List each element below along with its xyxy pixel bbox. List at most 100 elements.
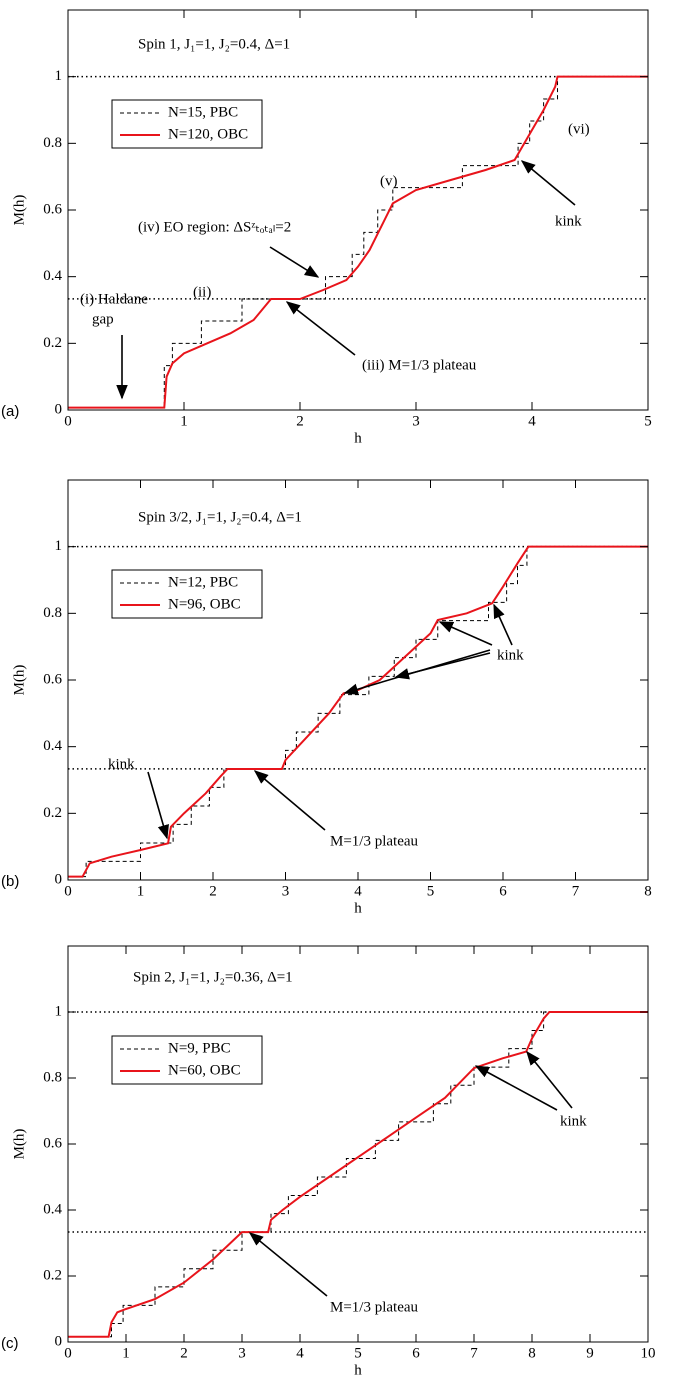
arrow: [248, 1232, 328, 1297]
x-tick-label: 2: [180, 1345, 188, 1361]
x-axis-label: h: [354, 1362, 362, 1378]
x-tick-label: 7: [470, 1345, 478, 1361]
legend-label: N=12, PBC: [168, 574, 238, 590]
y-tick-label: 0: [55, 1333, 63, 1349]
x-tick-label: 5: [354, 1345, 362, 1361]
plot-frame: [67, 9, 649, 411]
legend-label: N=60, OBC: [168, 1062, 241, 1078]
annotation: (iii) M=1/3 plateau: [362, 357, 477, 373]
x-tick-label: 5: [644, 413, 652, 429]
y-axis-label: M(h): [11, 195, 27, 226]
x-tick-label: 5: [427, 883, 435, 899]
y-tick-label: 0.6: [43, 1135, 62, 1151]
annotation: M=1/3 plateau: [330, 833, 419, 849]
chart-title: Spin 2, J₁=1, J₂=0.36, Δ=1: [133, 969, 293, 985]
y-tick-label: 0.8: [43, 1069, 62, 1085]
annotation: (iv) EO region: ΔSᶻₜₒₜₐₗ=2: [138, 219, 291, 235]
arrow: [285, 301, 356, 356]
x-tick-label: 7: [572, 883, 580, 899]
y-tick-label: 0.4: [43, 738, 62, 754]
legend-box: [111, 569, 263, 619]
arrow: [394, 652, 491, 680]
x-tick-label: 3: [412, 413, 420, 429]
x-tick-label: 0: [64, 883, 72, 899]
arrow: [253, 770, 326, 831]
panel: 0 1 2 3 4 5 6 7 8 9 10 0 0.2 0.4 0.6 0.8 1 h M(h) (c) Spin 2…: [1, 945, 656, 1378]
data-line: [68, 75, 648, 409]
panel: 0 1 2 3 4 5 0 0.2 0.4 0.6 0.8 1 h M(h) (a) Spin 1, J₁=1…: [1, 9, 652, 446]
x-tick-label: 1: [137, 883, 145, 899]
arrow: [474, 1065, 558, 1111]
legend-box: [111, 1035, 263, 1085]
y-tick-label: 0.2: [43, 805, 62, 821]
x-tick-label: 1: [180, 413, 188, 429]
y-axis-label: M(h): [11, 1129, 27, 1160]
annotation: M=1/3 plateau: [330, 1299, 419, 1315]
panel: 0 1 2 3 4 5 6 7 8 0 0.2 0.4 0.6 0.8 1 h M(h) (b) Spin 3/2,…: [1, 479, 652, 916]
x-tick-label: 8: [644, 883, 652, 899]
y-tick-label: 0.8: [43, 135, 62, 151]
legend-label: N=9, PBC: [168, 1040, 231, 1056]
data-line: [68, 76, 648, 409]
chart-title: Spin 1, J₁=1, J₂=0.4, Δ=1: [138, 36, 290, 52]
legend-label: N=96, OBC: [168, 596, 241, 612]
x-tick-label: 4: [296, 1345, 304, 1361]
arrow: [526, 1050, 573, 1109]
arrow: [147, 771, 169, 840]
data-line: [68, 1011, 648, 1338]
x-tick-label: 3: [282, 883, 290, 899]
x-tick-label: 9: [586, 1345, 594, 1361]
arrow: [520, 160, 576, 206]
y-tick-label: 0: [55, 871, 63, 887]
annotation: kink: [108, 756, 135, 772]
x-axis-label: h: [354, 430, 362, 446]
y-axis-label: M(h): [11, 665, 27, 696]
y-tick-label: 0.6: [43, 201, 62, 217]
arrow: [438, 621, 493, 646]
annotation: kink: [555, 213, 582, 229]
legend-label: N=120, OBC: [168, 126, 248, 142]
y-tick-label: 0.2: [43, 335, 62, 351]
x-axis-label: h: [354, 900, 362, 916]
x-tick-label: 4: [354, 883, 362, 899]
x-tick-label: 0: [64, 413, 72, 429]
annotation: (vi): [568, 121, 590, 137]
plot-frame: [67, 945, 649, 1343]
data-line: [68, 545, 648, 878]
arrow: [269, 246, 320, 278]
y-tick-label: 0.6: [43, 671, 62, 687]
arrow: [493, 603, 513, 646]
y-tick-label: 1: [55, 1003, 63, 1019]
y-tick-label: 1: [55, 68, 63, 84]
x-tick-label: 3: [238, 1345, 246, 1361]
annotation: (v): [380, 173, 398, 189]
y-tick-label: 0.4: [43, 268, 62, 284]
y-tick-label: 0.4: [43, 1201, 62, 1217]
panel-label: (c): [1, 1335, 19, 1352]
y-tick-label: 1: [55, 538, 63, 554]
x-tick-label: 6: [412, 1345, 420, 1361]
annotation: (i) Haldane: [80, 291, 148, 307]
x-tick-label: 1: [122, 1345, 130, 1361]
legend-box: [111, 99, 263, 149]
y-tick-label: 0: [55, 401, 63, 417]
annotation: kink: [497, 647, 524, 663]
x-tick-label: 4: [528, 413, 536, 429]
plot-frame: [67, 479, 649, 881]
panel-label: (b): [1, 873, 19, 890]
x-tick-label: 6: [499, 883, 507, 899]
panel-label: (a): [1, 403, 19, 420]
x-tick-label: 8: [528, 1345, 536, 1361]
legend-label: N=15, PBC: [168, 104, 238, 120]
x-tick-label: 0: [64, 1345, 72, 1361]
y-tick-label: 0.8: [43, 605, 62, 621]
y-tick-label: 0.2: [43, 1267, 62, 1283]
x-tick-label: 2: [209, 883, 217, 899]
data-line: [68, 546, 648, 878]
x-tick-label: 2: [296, 413, 304, 429]
chart-title: Spin 3/2, J₁=1, J₂=0.4, Δ=1: [138, 509, 302, 525]
annotation: (ii): [193, 284, 211, 300]
annotation: kink: [560, 1113, 587, 1129]
x-tick-label: 10: [641, 1345, 656, 1361]
